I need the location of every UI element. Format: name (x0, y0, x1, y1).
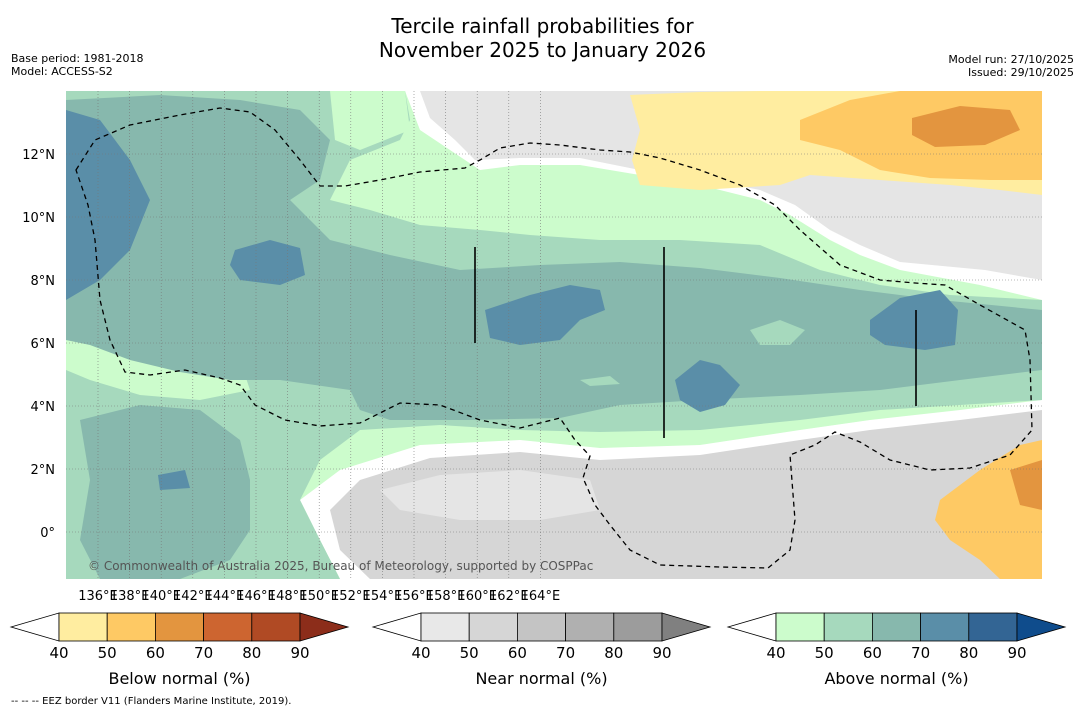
colorbar-below-tick-label: 80 (242, 644, 261, 662)
colorbar-below-segment (203, 612, 253, 642)
above-normal-70-south (675, 360, 740, 412)
colorbar-near-low-extend (371, 612, 422, 642)
colorbar-near-segment (420, 612, 470, 642)
colorbar-above-segment (920, 612, 970, 642)
map-panel (66, 91, 1042, 579)
above-normal-70-small (158, 470, 190, 490)
island-markers (474, 247, 917, 438)
x-tick-label: 136°E (78, 589, 118, 604)
colorbar-below-segment (58, 612, 108, 642)
colorbar-below-tick-label: 40 (49, 644, 68, 662)
colorbar-near-tick-label: 90 (652, 644, 671, 662)
below-normal-south-60 (1010, 460, 1042, 510)
colorbar-above-segment (968, 612, 1018, 642)
x-tick-label: 146°E (236, 589, 276, 604)
metadata-left: Base period: 1981-2018 Model: ACCESS-S2 (11, 52, 143, 78)
colorbar-near-segment (565, 612, 615, 642)
x-tick-label: 160°E (457, 589, 497, 604)
colorbar-below-segment (154, 612, 204, 642)
colorbar-below-normal: 40 50 60 70 80 90 Below normal (%) (9, 612, 350, 688)
above-normal-50-hole (750, 320, 805, 345)
y-axis-ticks: 12°N 10°N 8°N 6°N 4°N 2°N 0° (22, 148, 55, 541)
x-tick-label: 142°E (173, 589, 213, 604)
colorbar-near-tick-label: 40 (411, 644, 430, 662)
model-run: Model run: 27/10/2025 (948, 53, 1074, 66)
y-tick-label: 6°N (31, 337, 56, 352)
colorbar-above-tick-label: 70 (911, 644, 930, 662)
y-tick-label: 12°N (22, 148, 55, 163)
colorbar-above-high-extend (1016, 612, 1067, 642)
colorbar-above-title: Above normal (%) (824, 669, 968, 688)
near-normal-south-pale (380, 470, 600, 520)
eez-footnote: -- -- -- EEZ border V11 (Flanders Marine… (11, 696, 292, 707)
colorbar-near-segment (613, 612, 663, 642)
x-tick-label: 152°E (331, 589, 371, 604)
base-period: Base period: 1981-2018 (11, 52, 144, 65)
colorbar-near-tick-label: 50 (460, 644, 479, 662)
colorbar-near-tick-label: 60 (508, 644, 527, 662)
model-name: Model: ACCESS-S2 (11, 65, 113, 78)
colorbar-above-tick-label: 50 (815, 644, 834, 662)
y-tick-label: 2°N (31, 463, 56, 478)
above-normal-70-west (66, 110, 150, 300)
y-tick-label: 0° (40, 526, 55, 541)
colorbar-below-tick-label: 90 (290, 644, 309, 662)
colorbar-above-segment (823, 612, 873, 642)
near-normal-south-area (330, 410, 1042, 579)
x-tick-label: 150°E (299, 589, 339, 604)
colorbar-below-segment (106, 612, 156, 642)
above-normal-60-area (66, 95, 1042, 420)
y-tick-label: 10°N (22, 211, 55, 226)
x-tick-label: 138°E (110, 589, 150, 604)
colorbar-below-low-extend (9, 612, 60, 642)
colorbar-above-tick-label: 40 (766, 644, 785, 662)
x-tick-label: 154°E (363, 589, 403, 604)
x-tick-label: 144°E (205, 589, 245, 604)
colorbar-near-segment (517, 612, 567, 642)
colorbar-near-title: Near normal (%) (475, 669, 607, 688)
above-normal-50-hole-2 (580, 376, 620, 386)
metadata-right: Model run: 27/10/2025 Issued: 29/10/2025 (948, 53, 1074, 79)
colorbar-above-normal: 40 50 60 70 80 90 Above normal (%) (726, 612, 1067, 688)
above-normal-70-east (870, 290, 958, 350)
y-tick-label: 4°N (31, 400, 56, 415)
colorbar-above-tick-label: 60 (863, 644, 882, 662)
below-normal-north-60 (912, 106, 1020, 147)
title-line-2: November 2025 to January 2026 (378, 38, 707, 62)
x-tick-label: 158°E (426, 589, 466, 604)
colorbar-above-segment (775, 612, 825, 642)
x-tick-label: 164°E (521, 589, 561, 604)
y-tick-label: 8°N (31, 274, 56, 289)
colorbar-above-tick-label: 90 (1007, 644, 1026, 662)
colorbar-above-low-extend (726, 612, 777, 642)
colorbar-below-tick-label: 50 (98, 644, 117, 662)
above-normal-60-southwest (80, 405, 250, 579)
x-tick-label: 162°E (489, 589, 529, 604)
colorbar-below-segment (251, 612, 301, 642)
x-axis-ticks: 136°E138°E140°E142°E144°E146°E148°E150°E… (78, 589, 560, 604)
above-normal-70-central (485, 285, 605, 345)
colorbar-near-segment (468, 612, 518, 642)
x-tick-label: 140°E (141, 589, 181, 604)
above-normal-70-patch (230, 240, 305, 285)
issued-date: Issued: 29/10/2025 (967, 66, 1074, 79)
above-normal-40-north (330, 91, 410, 150)
colorbar-above-tick-label: 80 (959, 644, 978, 662)
colorbar-below-tick-label: 60 (146, 644, 165, 662)
map-title: Tercile rainfall probabilities for Novem… (0, 14, 1085, 62)
colorbar-near-normal: 40 50 60 70 80 90 Near normal (%) (371, 612, 712, 688)
colorbar-below-high-extend (299, 612, 350, 642)
colorbar-below-tick-label: 70 (194, 644, 213, 662)
copyright-notice: © Commonwealth of Australia 2025, Bureau… (88, 559, 593, 573)
x-tick-label: 156°E (394, 589, 434, 604)
colorbar-near-tick-label: 70 (556, 644, 575, 662)
colorbar-above-segment (872, 612, 922, 642)
colorbar-below-title: Below normal (%) (108, 669, 250, 688)
title-line-1: Tercile rainfall probabilities for (391, 14, 694, 38)
colorbar-near-tick-label: 80 (604, 644, 623, 662)
colorbar-near-high-extend (661, 612, 712, 642)
x-tick-label: 148°E (268, 589, 308, 604)
